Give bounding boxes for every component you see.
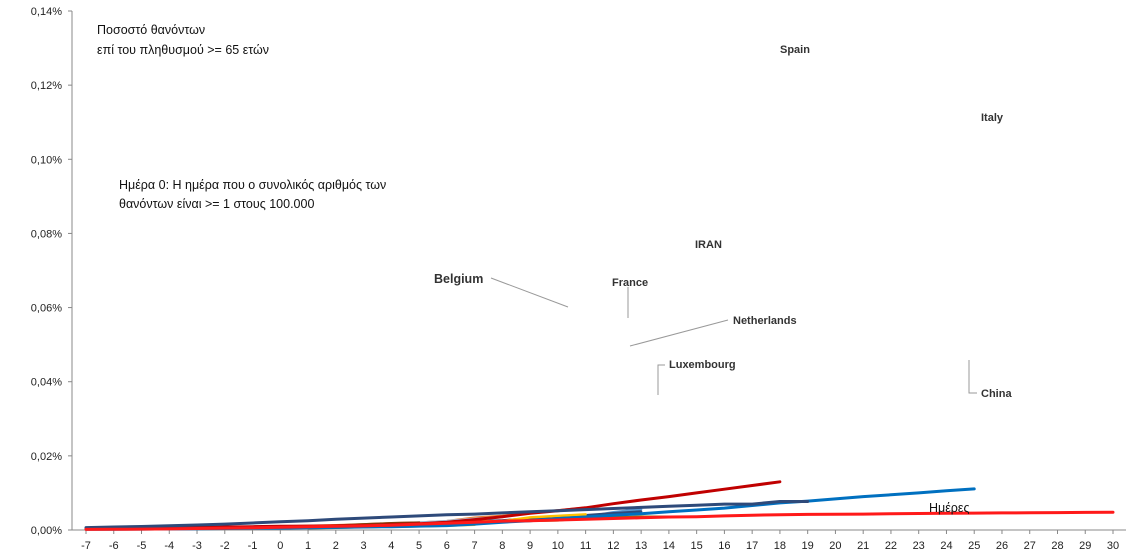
y-tick-label: 0,12% <box>31 80 62 92</box>
x-tick-label: 13 <box>635 540 647 552</box>
series-line-iran <box>84 500 810 530</box>
x-tick-label: 9 <box>527 540 533 552</box>
x-tick-label: 27 <box>1024 540 1036 552</box>
x-tick-label: 15 <box>691 540 703 552</box>
series-label-iran: IRAN <box>695 239 722 251</box>
chart-note-line-4: θανόντων είναι >= 1 στους 100.000 <box>119 197 314 211</box>
series-label-luxembourg: Luxembourg <box>669 359 736 371</box>
x-tick-label: 4 <box>388 540 394 552</box>
x-tick-label: 12 <box>607 540 619 552</box>
x-tick-label: 10 <box>552 540 564 552</box>
x-tick-label: 19 <box>802 540 814 552</box>
x-axis-title: Ημέρες <box>929 501 970 515</box>
x-tick-label: 3 <box>361 540 367 552</box>
y-tick-label: 0,14% <box>31 6 62 18</box>
x-tick-label: 7 <box>472 540 478 552</box>
x-tick-label: 16 <box>718 540 730 552</box>
x-tick-label: -1 <box>248 540 258 552</box>
x-tick-label: 30 <box>1107 540 1119 552</box>
y-tick-label: 0,10% <box>31 154 62 166</box>
series-label-belgium: Belgium <box>434 272 483 286</box>
x-tick-label: -3 <box>192 540 202 552</box>
x-tick-label: -7 <box>81 540 91 552</box>
leader-luxembourg <box>657 364 665 395</box>
x-tick-label: 25 <box>968 540 980 552</box>
chart-series-lines <box>84 480 1115 531</box>
leader-netherlands <box>629 319 729 347</box>
series-label-france: France <box>612 277 648 289</box>
y-tick-label: 0,04% <box>31 377 62 389</box>
x-tick-label: 22 <box>885 540 897 552</box>
x-tick-label: 21 <box>857 540 869 552</box>
x-tick-label: 28 <box>1051 540 1063 552</box>
x-tick-label: -6 <box>109 540 119 552</box>
x-tick-label: 23 <box>913 540 925 552</box>
x-tick-label: 26 <box>996 540 1008 552</box>
x-tick-label: -5 <box>137 540 147 552</box>
x-tick-label: 1 <box>305 540 311 552</box>
x-tick-label: 6 <box>444 540 450 552</box>
y-tick-label: 0,02% <box>31 451 62 463</box>
x-tick-label: 24 <box>940 540 952 552</box>
leader-china <box>968 360 977 394</box>
x-tick-label: 11 <box>580 540 591 552</box>
series-label-china: China <box>981 388 1012 400</box>
x-tick-label: 0 <box>277 540 283 552</box>
y-tick-label: 0,06% <box>31 303 62 315</box>
leader-belgium <box>490 277 569 308</box>
x-tick-label: 18 <box>774 540 786 552</box>
chart-note-line-2: επί του πληθυσμού >= 65 ετών <box>97 43 269 57</box>
chart-axes: 0,00% 0,02% 0,04% 0,06% 0,08% 0,10% 0,12% 0,14%… <box>31 6 1126 552</box>
series-label-italy: Italy <box>981 112 1004 124</box>
x-tick-label: 8 <box>499 540 505 552</box>
series-label-leaders <box>490 277 977 395</box>
y-tick-label: 0,08% <box>31 228 62 240</box>
series-label-spain: Spain <box>780 44 810 56</box>
x-tick-label: 17 <box>746 540 758 552</box>
series-line-china <box>84 510 1115 531</box>
chart-note-line-1: Ποσοστό θανόντων <box>97 23 205 37</box>
x-tick-label: -2 <box>220 540 230 552</box>
x-tick-label: 14 <box>663 540 675 552</box>
x-tick-label: 20 <box>829 540 841 552</box>
x-tick-label: -4 <box>164 540 174 552</box>
x-tick-label: 5 <box>416 540 422 552</box>
series-label-netherlands: Netherlands <box>733 315 797 327</box>
y-tick-label: 0,00% <box>31 525 62 537</box>
x-tick-label: 2 <box>333 540 339 552</box>
chart-note-line-3: Ημέρα 0: Η ημέρα που ο συνολικός αριθμός… <box>119 178 386 192</box>
x-tick-label: 29 <box>1079 540 1091 552</box>
